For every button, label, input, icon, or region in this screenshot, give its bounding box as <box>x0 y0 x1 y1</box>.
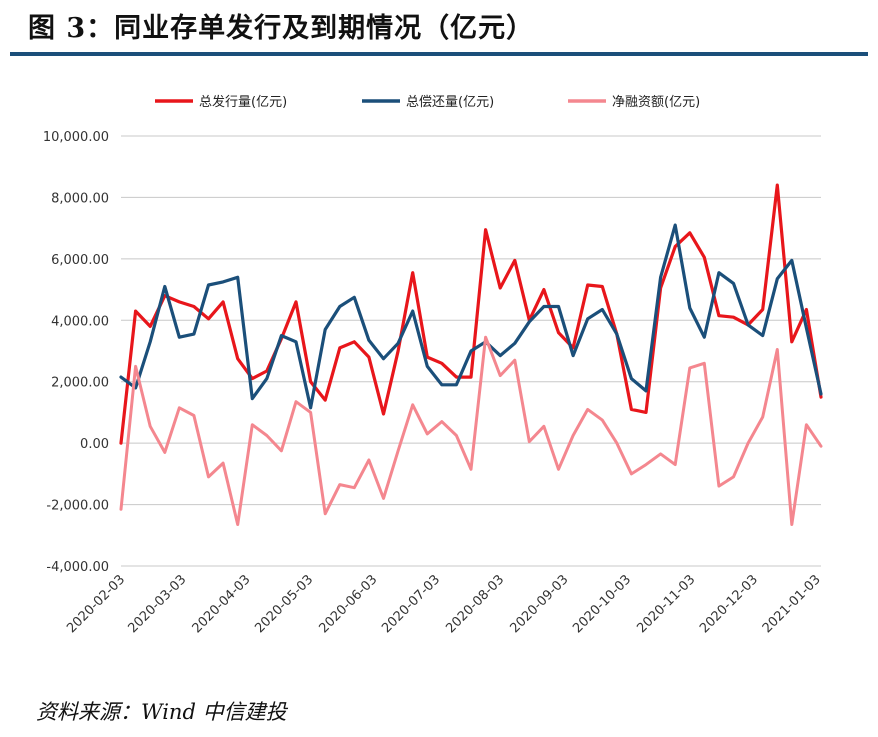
chart-series <box>119 183 823 526</box>
y-tick-label: 4,000.00 <box>51 314 109 329</box>
chart-legend: 总发行量(亿元) 总偿还量(亿元) 净融资额(亿元) <box>155 94 700 110</box>
chart-gridlines <box>121 135 821 567</box>
line-chart: 总发行量(亿元) 总偿还量(亿元) 净融资额(亿元) -4,000.00 -2,000… <box>43 94 824 636</box>
x-tick-label: 2020-10-03 <box>570 572 634 636</box>
x-tick-label: 2020-06-03 <box>316 572 380 636</box>
y-tick-label: -4,000.00 <box>46 560 109 575</box>
x-tick-label: 2020-05-03 <box>252 572 316 636</box>
x-tick-label: 2020-09-03 <box>507 572 571 636</box>
series-line-2 <box>119 223 823 410</box>
figure-title: 图 3：同业存单发行及到期情况（亿元） <box>28 13 535 44</box>
x-tick-label: 2020-04-03 <box>190 572 254 636</box>
x-tick-label: 2020-02-03 <box>64 572 128 636</box>
x-tick-label: 2020-03-03 <box>125 572 189 636</box>
y-tick-label: 0.00 <box>80 437 109 452</box>
x-tick-label: 2020-12-03 <box>697 572 761 636</box>
x-tick-label: 2020-11-03 <box>634 572 698 636</box>
y-tick-label: 2,000.00 <box>51 376 109 391</box>
x-tick-label: 2021-01-03 <box>760 572 824 636</box>
series-line-1 <box>119 183 823 445</box>
y-tick-label: 10,000.00 <box>43 130 109 145</box>
x-tick-label: 2020-07-03 <box>379 572 443 636</box>
series-line-3 <box>119 335 823 526</box>
y-axis: -4,000.00 -2,000.00 0.00 2,000.00 4,000.00 6,… <box>43 130 109 575</box>
legend-label-1: 总发行量(亿元) <box>199 94 287 110</box>
y-tick-label: -2,000.00 <box>46 499 109 514</box>
y-tick-label: 6,000.00 <box>51 253 109 268</box>
title-divider <box>10 52 868 56</box>
x-tick-label: 2020-08-03 <box>443 572 507 636</box>
y-tick-label: 8,000.00 <box>51 191 109 206</box>
legend-label-2: 总偿还量(亿元) <box>406 95 494 110</box>
legend-label-3: 净融资额(亿元) <box>612 95 700 110</box>
source-note: 资料来源：Wind 中信建投 <box>36 700 287 724</box>
